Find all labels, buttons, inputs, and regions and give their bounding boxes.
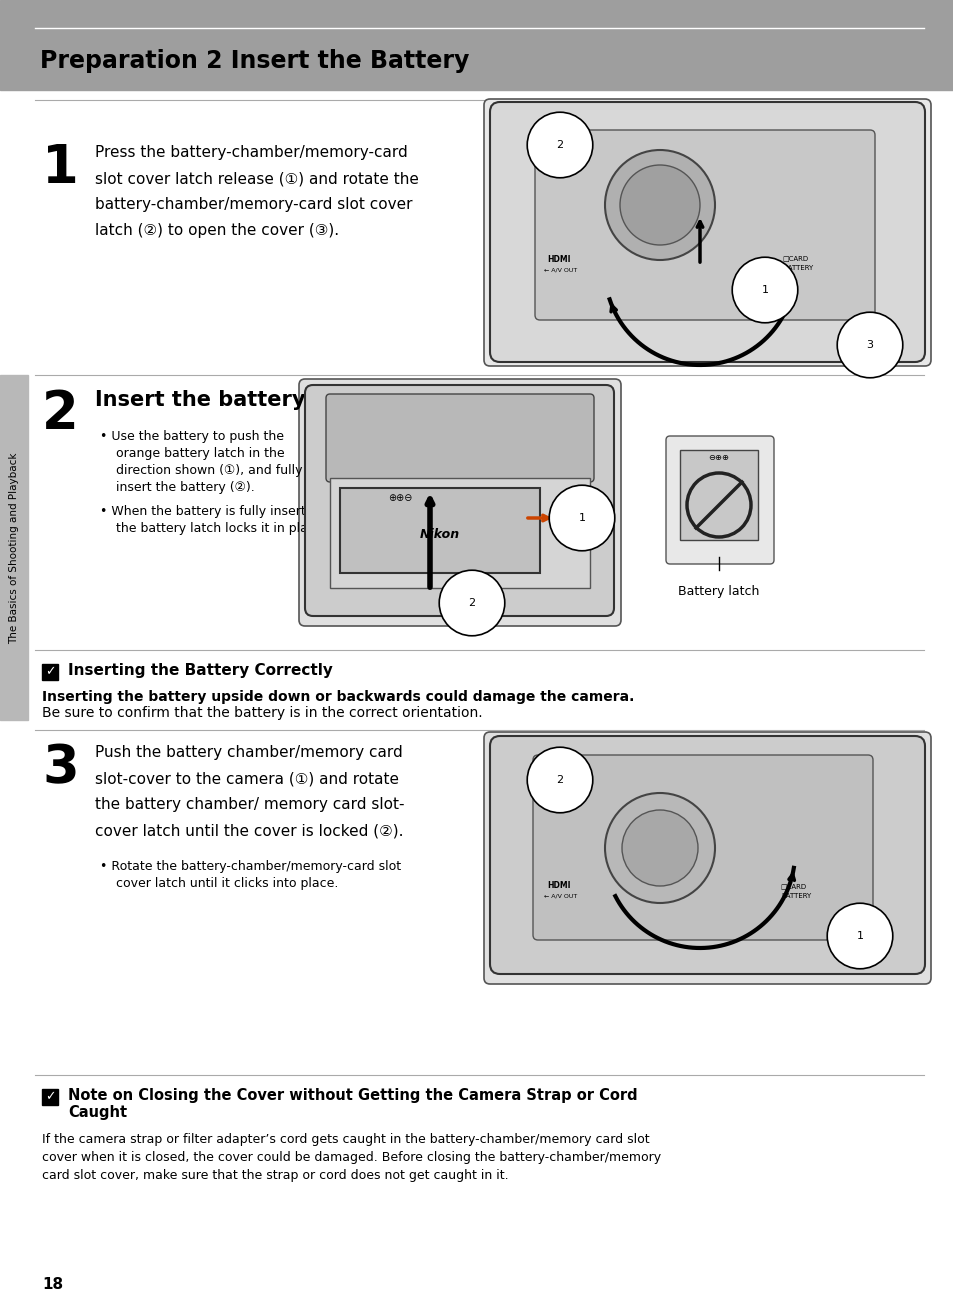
Text: latch (②) to open the cover (③).: latch (②) to open the cover (③). xyxy=(95,223,338,238)
Text: The Basics of Shooting and Playback: The Basics of Shooting and Playback xyxy=(9,452,19,644)
Text: orange battery latch in the: orange battery latch in the xyxy=(100,447,284,460)
Text: battery-chamber/memory-card slot cover: battery-chamber/memory-card slot cover xyxy=(95,197,412,212)
Text: Note on Closing the Cover without Getting the Camera Strap or Cord: Note on Closing the Cover without Gettin… xyxy=(68,1088,637,1102)
Text: BATTERY: BATTERY xyxy=(781,894,810,899)
FancyBboxPatch shape xyxy=(535,130,874,321)
Bar xyxy=(330,478,589,587)
Bar xyxy=(679,449,758,540)
Bar xyxy=(339,487,539,573)
Text: ✓: ✓ xyxy=(45,1091,55,1104)
Text: cover latch until it clicks into place.: cover latch until it clicks into place. xyxy=(100,876,338,890)
Text: slot-cover to the camera (①) and rotate: slot-cover to the camera (①) and rotate xyxy=(95,771,398,786)
Text: Push the battery chamber/memory card: Push the battery chamber/memory card xyxy=(95,745,402,759)
Text: insert the battery (②).: insert the battery (②). xyxy=(100,481,254,494)
Text: BATTERY: BATTERY xyxy=(782,265,812,271)
FancyBboxPatch shape xyxy=(490,736,924,974)
Text: Caught: Caught xyxy=(68,1105,127,1120)
Text: Inserting the battery upside down or backwards could damage the camera.: Inserting the battery upside down or bac… xyxy=(42,690,634,704)
Text: If the camera strap or filter adapter’s cord gets caught in the battery-chamber/: If the camera strap or filter adapter’s … xyxy=(42,1133,649,1146)
Text: Insert the battery.: Insert the battery. xyxy=(95,390,312,410)
Bar xyxy=(42,664,58,681)
Text: Be sure to confirm that the battery is in the correct orientation.: Be sure to confirm that the battery is i… xyxy=(42,706,482,720)
Text: Press the battery-chamber/memory-card: Press the battery-chamber/memory-card xyxy=(95,145,407,160)
FancyBboxPatch shape xyxy=(483,732,930,984)
Text: 1: 1 xyxy=(856,932,862,941)
Text: Battery latch: Battery latch xyxy=(678,585,759,598)
Text: cover when it is closed, the cover could be damaged. Before closing the battery-: cover when it is closed, the cover could… xyxy=(42,1151,660,1164)
Text: ⊕⊕⊖: ⊕⊕⊖ xyxy=(388,493,412,503)
Text: the battery chamber/ memory card slot-: the battery chamber/ memory card slot- xyxy=(95,798,404,812)
Text: ← A/V OUT: ← A/V OUT xyxy=(543,894,577,899)
Circle shape xyxy=(619,166,700,244)
Text: the battery latch locks it in place.: the battery latch locks it in place. xyxy=(100,522,326,535)
Text: 2: 2 xyxy=(42,388,79,440)
Bar xyxy=(42,1089,58,1105)
Text: • Use the battery to push the: • Use the battery to push the xyxy=(100,430,284,443)
Bar xyxy=(0,0,953,89)
Text: 2: 2 xyxy=(468,598,475,608)
Text: Nikon: Nikon xyxy=(419,528,459,541)
FancyBboxPatch shape xyxy=(298,378,620,625)
FancyBboxPatch shape xyxy=(326,394,594,482)
FancyBboxPatch shape xyxy=(533,756,872,940)
Text: 2: 2 xyxy=(556,775,563,784)
Text: direction shown (①), and fully: direction shown (①), and fully xyxy=(100,464,302,477)
Text: ✓: ✓ xyxy=(45,665,55,678)
Bar xyxy=(0,374,28,720)
Text: 1: 1 xyxy=(760,285,768,296)
Text: cover latch until the cover is locked (②).: cover latch until the cover is locked (②… xyxy=(95,823,403,838)
Text: 1: 1 xyxy=(578,512,585,523)
Text: 2: 2 xyxy=(556,141,563,150)
Text: HDMI: HDMI xyxy=(546,255,570,264)
Text: ⊖⊕⊕: ⊖⊕⊕ xyxy=(708,453,729,463)
Text: • Rotate the battery-chamber/memory-card slot: • Rotate the battery-chamber/memory-card… xyxy=(100,859,400,872)
Circle shape xyxy=(621,809,698,886)
Circle shape xyxy=(604,794,714,903)
FancyBboxPatch shape xyxy=(665,436,773,564)
Circle shape xyxy=(604,150,714,260)
Text: • When the battery is fully inserted,: • When the battery is fully inserted, xyxy=(100,505,325,518)
FancyBboxPatch shape xyxy=(490,102,924,361)
FancyBboxPatch shape xyxy=(305,385,614,616)
Text: 1: 1 xyxy=(42,142,79,194)
Text: ← A/V OUT: ← A/V OUT xyxy=(543,268,577,272)
Text: □CARD: □CARD xyxy=(780,883,805,890)
Text: 3: 3 xyxy=(42,742,79,794)
Text: Preparation 2 Insert the Battery: Preparation 2 Insert the Battery xyxy=(40,49,469,74)
Text: 3: 3 xyxy=(865,340,873,350)
Text: 18: 18 xyxy=(42,1277,63,1292)
Text: Inserting the Battery Correctly: Inserting the Battery Correctly xyxy=(68,664,333,678)
FancyBboxPatch shape xyxy=(483,99,930,367)
Text: slot cover latch release (①) and rotate the: slot cover latch release (①) and rotate … xyxy=(95,171,418,187)
Text: HDMI: HDMI xyxy=(546,882,570,891)
Text: card slot cover, make sure that the strap or cord does not get caught in it.: card slot cover, make sure that the stra… xyxy=(42,1169,508,1183)
Text: □CARD: □CARD xyxy=(781,255,807,261)
